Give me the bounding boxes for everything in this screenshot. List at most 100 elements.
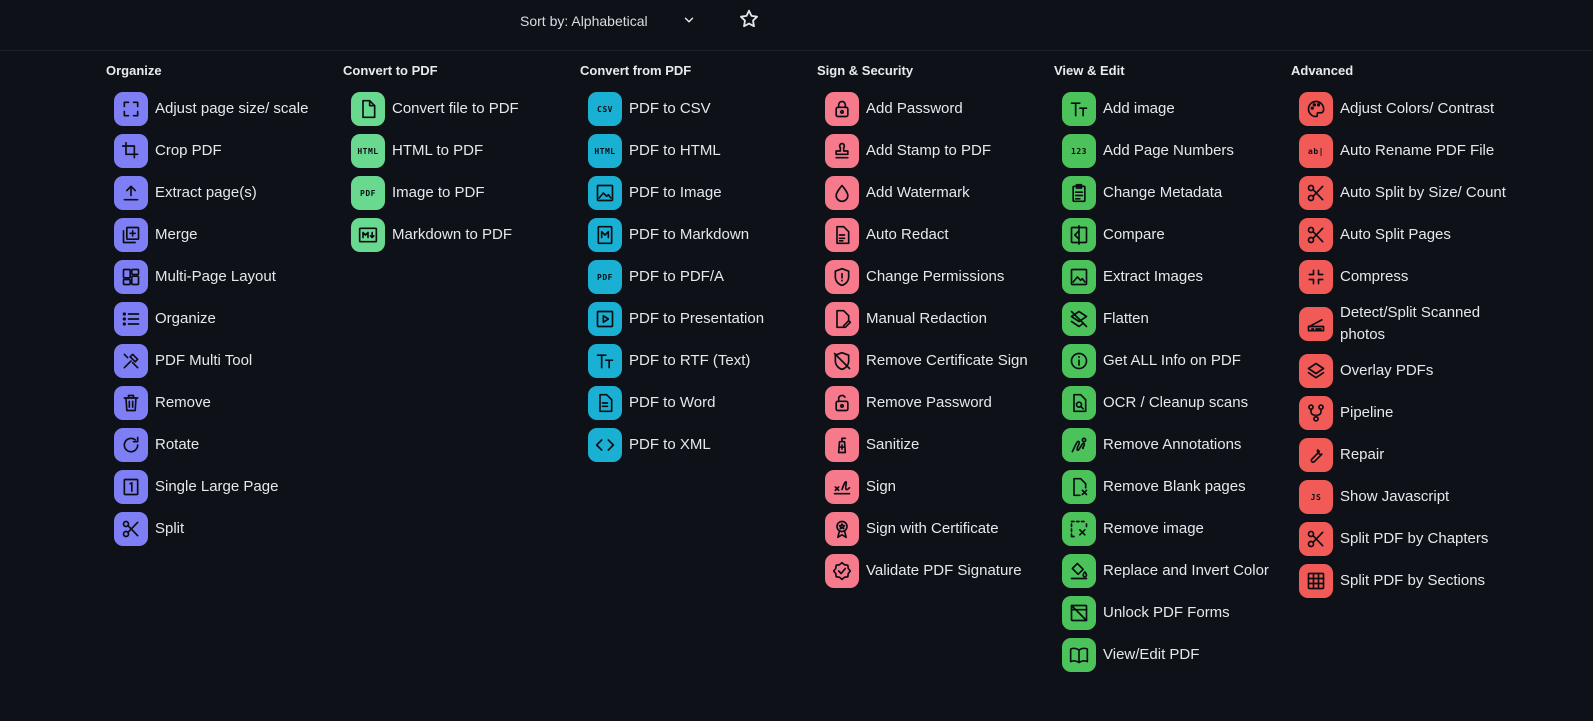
markdown-file-icon [588, 218, 622, 252]
tool-item[interactable]: Add Password [815, 88, 1051, 130]
tool-item[interactable]: Add Watermark [815, 172, 1051, 214]
tool-item[interactable]: OCR / Cleanup scans [1052, 382, 1288, 424]
tool-item[interactable]: Split [104, 508, 340, 550]
tool-item[interactable]: Organize [104, 298, 340, 340]
tool-item[interactable]: Remove Certificate Sign [815, 340, 1051, 382]
tool-item[interactable]: Change Metadata [1052, 172, 1288, 214]
tool-item[interactable]: PDF to Markdown [578, 214, 814, 256]
star-icon[interactable] [738, 8, 760, 30]
tool-item[interactable]: Validate PDF Signature [815, 550, 1051, 592]
tool-item[interactable]: PDF to Image [578, 172, 814, 214]
tool-label: Extract Images [1103, 268, 1204, 285]
tool-list: CSV PDF to CSV HTML PDF to HTML PDF to Image… [578, 88, 814, 466]
tool-item[interactable]: Multi-Page Layout [104, 256, 340, 298]
tool-item[interactable]: Remove Annotations [1052, 424, 1288, 466]
tool-item[interactable]: Rotate [104, 424, 340, 466]
layers-icon [1299, 354, 1333, 388]
tool-item[interactable]: Detect/Split Scanned photos [1289, 298, 1525, 350]
tool-item[interactable]: PDF PDF to PDF/A [578, 256, 814, 298]
tool-item[interactable]: Replace and Invert Color [1052, 550, 1288, 592]
tool-item[interactable]: Adjust page size/ scale [104, 88, 340, 130]
tool-label: Overlay PDFs [1340, 362, 1434, 379]
tool-label: Change Permissions [866, 268, 1005, 285]
tool-item[interactable]: HTML HTML to PDF [341, 130, 577, 172]
tool-label: Replace and Invert Color [1103, 562, 1269, 579]
tool-item[interactable]: Compress [1289, 256, 1525, 298]
tool-item[interactable]: PDF Image to PDF [341, 172, 577, 214]
tool-label: Flatten [1103, 310, 1149, 327]
tool-item[interactable]: Overlay PDFs [1289, 350, 1525, 392]
clipboard-icon [1062, 176, 1096, 210]
image-icon [588, 176, 622, 210]
tool-item[interactable]: Pipeline [1289, 392, 1525, 434]
tool-item[interactable]: Compare [1052, 214, 1288, 256]
tool-item[interactable]: Add image [1052, 88, 1288, 130]
tool-item[interactable]: HTML PDF to HTML [578, 130, 814, 172]
tool-label: PDF to Word [629, 394, 716, 411]
preview-off-icon [1062, 596, 1096, 630]
tool-label: Multi-Page Layout [155, 268, 276, 285]
pipeline-icon [1299, 396, 1333, 430]
tool-label: Crop PDF [155, 142, 222, 159]
tool-item[interactable]: Get ALL Info on PDF [1052, 340, 1288, 382]
tool-item[interactable]: Merge [104, 214, 340, 256]
tool-item[interactable]: Remove Blank pages [1052, 466, 1288, 508]
tool-item[interactable]: Unlock PDF Forms [1052, 592, 1288, 634]
tool-item[interactable]: Single Large Page [104, 466, 340, 508]
tool-item[interactable]: Sign [815, 466, 1051, 508]
tool-item[interactable]: Remove [104, 382, 340, 424]
tool-label: Add image [1103, 100, 1175, 117]
tool-label: Auto Split Pages [1340, 226, 1451, 243]
tool-label: Split PDF by Chapters [1340, 530, 1489, 547]
tool-label: Unlock PDF Forms [1103, 604, 1230, 621]
tool-label: Sanitize [866, 436, 920, 453]
tool-item[interactable]: Convert file to PDF [341, 88, 577, 130]
tool-item[interactable]: Auto Redact [815, 214, 1051, 256]
tool-item[interactable]: Flatten [1052, 298, 1288, 340]
sort-dropdown[interactable]: Sort by: Alphabetical [520, 10, 700, 32]
pdf-stack-icon: PDF [588, 260, 622, 294]
tool-label: Auto Split by Size/ Count [1340, 184, 1506, 201]
tool-item[interactable]: Split PDF by Sections [1289, 560, 1525, 602]
tool-item[interactable]: PDF to RTF (Text) [578, 340, 814, 382]
tool-item[interactable]: Extract Images [1052, 256, 1288, 298]
tool-item[interactable]: Crop PDF [104, 130, 340, 172]
dashboard-icon [114, 260, 148, 294]
icon-text: HTML [357, 146, 379, 156]
tool-item[interactable]: Sanitize [815, 424, 1051, 466]
tool-item[interactable]: Auto Split Pages [1289, 214, 1525, 256]
tool-item[interactable]: JS Show Javascript [1289, 476, 1525, 518]
tool-label: Show Javascript [1340, 488, 1450, 505]
shield-icon [825, 260, 859, 294]
compress-icon [1299, 260, 1333, 294]
sanitizer-icon [825, 428, 859, 462]
remove-moderator-icon [825, 344, 859, 378]
tool-item[interactable]: Auto Split by Size/ Count [1289, 172, 1525, 214]
tool-item[interactable]: Remove image [1052, 508, 1288, 550]
trash-icon [114, 386, 148, 420]
tool-item[interactable]: View/Edit PDF [1052, 634, 1288, 676]
tool-item[interactable]: Extract page(s) [104, 172, 340, 214]
tool-item[interactable]: Manual Redaction [815, 298, 1051, 340]
tool-item[interactable]: 123 Add Page Numbers [1052, 130, 1288, 172]
tool-item[interactable]: Sign with Certificate [815, 508, 1051, 550]
palette-icon [1299, 92, 1333, 126]
tool-item[interactable]: Change Permissions [815, 256, 1051, 298]
tool-item[interactable]: PDF to Presentation [578, 298, 814, 340]
tool-item[interactable]: Remove Password [815, 382, 1051, 424]
tool-item[interactable]: Markdown to PDF [341, 214, 577, 256]
tool-label: PDF to Presentation [629, 310, 765, 327]
tool-item[interactable]: Repair [1289, 434, 1525, 476]
tool-item[interactable]: Adjust Colors/ Contrast [1289, 88, 1525, 130]
tool-item[interactable]: PDF to XML [578, 424, 814, 466]
icon-text: PDF [597, 272, 613, 282]
tool-item[interactable]: CSV PDF to CSV [578, 88, 814, 130]
tool-list: Add Password Add Stamp to PDF Add Watermar… [815, 88, 1051, 592]
tool-item[interactable]: PDF Multi Tool [104, 340, 340, 382]
tool-item[interactable]: ab| Auto Rename PDF File [1289, 130, 1525, 172]
stamp-icon [825, 134, 859, 168]
tool-item[interactable]: Add Stamp to PDF [815, 130, 1051, 172]
scissors-icon [114, 512, 148, 546]
tool-item[interactable]: PDF to Word [578, 382, 814, 424]
tool-item[interactable]: Split PDF by Chapters [1289, 518, 1525, 560]
